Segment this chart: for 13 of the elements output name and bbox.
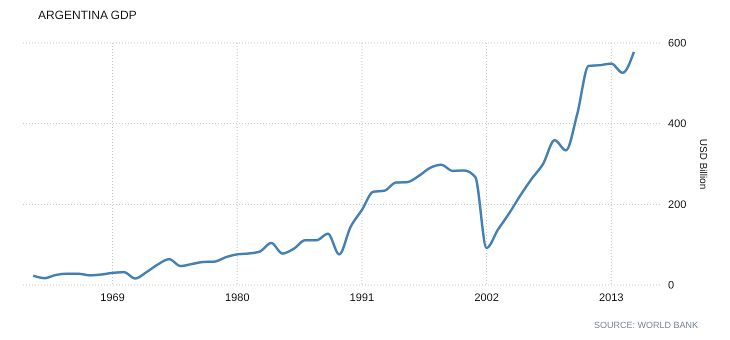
y-tick-label: 600	[668, 38, 686, 50]
source-note: SOURCE: WORLD BANK	[594, 320, 698, 330]
y-axis-title: USD Billion	[697, 138, 708, 190]
y-tick-label: 0	[668, 280, 674, 292]
y-tick-label: 200	[668, 198, 686, 211]
x-tick-label: 1991	[350, 292, 374, 304]
x-tick-label: 1969	[100, 292, 125, 304]
x-tick-label: 1980	[224, 292, 250, 304]
chart-title: ARGENTINA GDP	[38, 8, 137, 22]
x-tick-label: 2013	[599, 292, 624, 304]
y-tick-label: 400	[668, 118, 686, 130]
x-tick-label: 2002	[474, 292, 499, 304]
line-series	[32, 50, 636, 280]
